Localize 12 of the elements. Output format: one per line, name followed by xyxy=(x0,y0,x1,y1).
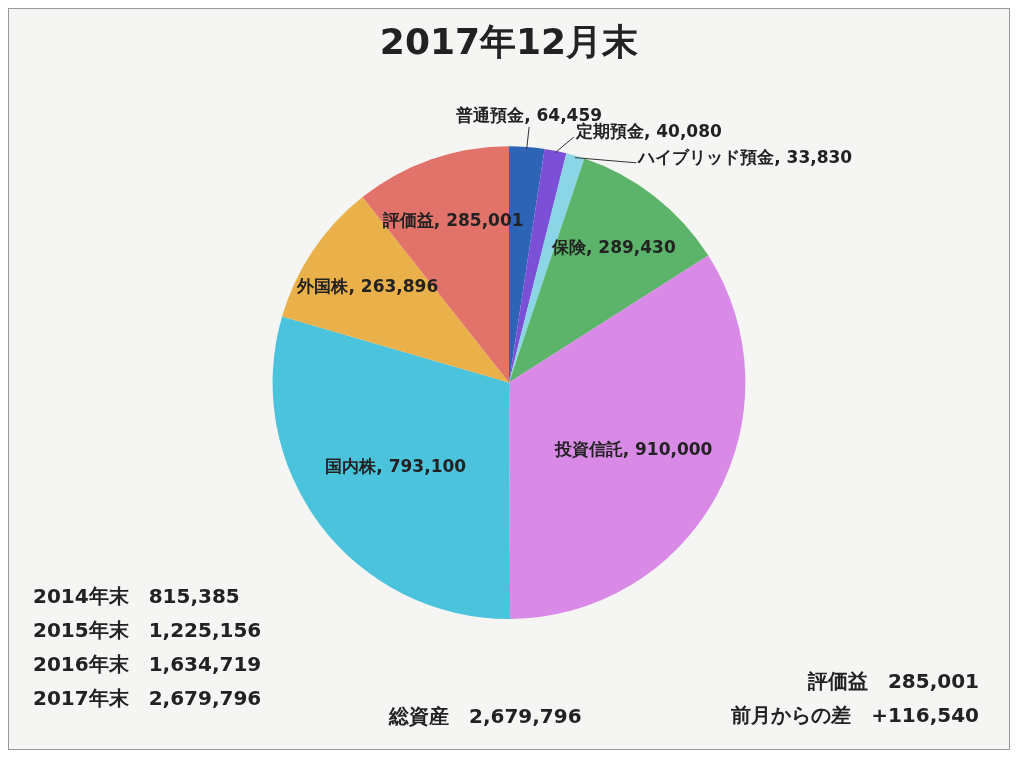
text: 2016年末 1,634,719 xyxy=(33,651,262,678)
text: 前月からの差 +116,540 xyxy=(731,702,979,729)
text: 総資産 2,679,796 xyxy=(389,703,582,730)
text: 2017年末 2,679,796 xyxy=(33,685,262,712)
slice-label: 投資信託, 910,000 xyxy=(553,438,713,459)
text: 評価益 285,001 xyxy=(806,668,979,695)
text: 2015年末 1,225,156 xyxy=(33,617,262,644)
slice-label: ハイブリッド預金, 33,830 xyxy=(636,147,853,168)
slice-label: 外国株, 263,896 xyxy=(296,275,439,296)
slice-label: 国内株, 793,100 xyxy=(325,456,467,477)
text: 2014年末 815,385 xyxy=(33,583,241,610)
chart-title: 2017年12月末 xyxy=(379,20,639,62)
